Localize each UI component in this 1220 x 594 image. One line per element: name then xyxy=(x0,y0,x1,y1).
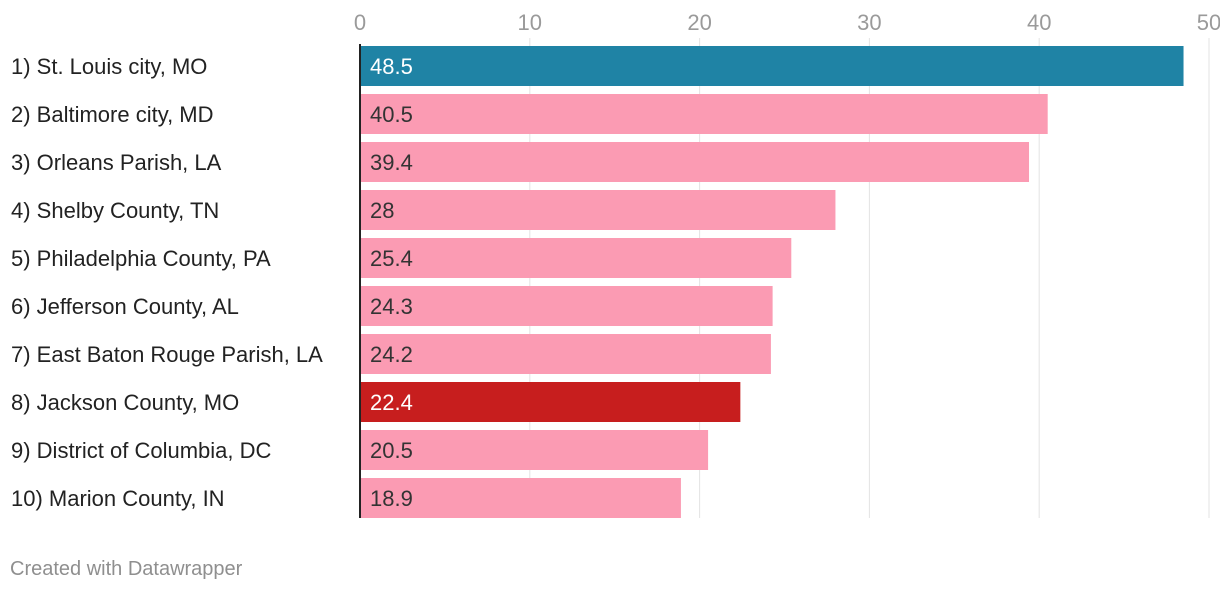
category-label-1: 1) St. Louis city, MO xyxy=(11,54,207,79)
category-label-2: 2) Baltimore city, MD xyxy=(11,102,214,127)
category-label-6: 6) Jefferson County, AL xyxy=(11,294,239,319)
bars: 48.5 40.5 39.4 28 25.4 24.3 24.2 22.4 20.5 18.9 xyxy=(360,46,1184,518)
value-label-5: 25.4 xyxy=(370,246,413,271)
bar-1 xyxy=(360,46,1184,86)
category-label-10: 10) Marion County, IN xyxy=(11,486,225,511)
bar-4 xyxy=(360,190,836,230)
category-label-8: 8) Jackson County, MO xyxy=(11,390,239,415)
value-label-10: 18.9 xyxy=(370,486,413,511)
bar-6 xyxy=(360,286,773,326)
tick-label-10: 10 xyxy=(518,10,542,35)
tick-label-40: 40 xyxy=(1027,10,1051,35)
tick-label-50: 50 xyxy=(1197,10,1220,35)
bar-3 xyxy=(360,142,1030,182)
value-label-6: 24.3 xyxy=(370,294,413,319)
value-label-7: 24.2 xyxy=(370,342,413,367)
value-label-3: 39.4 xyxy=(370,150,413,175)
category-label-5: 5) Philadelphia County, PA xyxy=(11,246,271,271)
value-label-2: 40.5 xyxy=(370,102,413,127)
bar-10 xyxy=(360,478,681,518)
value-label-4: 28 xyxy=(370,198,394,223)
bar-7 xyxy=(360,334,771,374)
x-axis-ticks: 0 10 20 30 40 50 xyxy=(354,10,1220,35)
tick-label-30: 30 xyxy=(857,10,881,35)
value-label-9: 20.5 xyxy=(370,438,413,463)
datawrapper-credit[interactable]: Created with Datawrapper xyxy=(10,558,243,580)
category-label-7: 7) East Baton Rouge Parish, LA xyxy=(11,342,323,367)
category-label-4: 4) Shelby County, TN xyxy=(11,198,219,223)
bar-8 xyxy=(360,382,741,422)
category-label-9: 9) District of Columbia, DC xyxy=(11,438,272,463)
bar-9 xyxy=(360,430,709,470)
bar-2 xyxy=(360,94,1048,134)
category-label-3: 3) Orleans Parish, LA xyxy=(11,150,222,175)
bar-5 xyxy=(360,238,792,278)
category-labels: 1) St. Louis city, MO 2) Baltimore city, … xyxy=(11,54,323,511)
tick-label-20: 20 xyxy=(687,10,711,35)
value-label-8: 22.4 xyxy=(370,390,413,415)
tick-label-0: 0 xyxy=(354,10,366,35)
value-label-1: 48.5 xyxy=(370,54,413,79)
